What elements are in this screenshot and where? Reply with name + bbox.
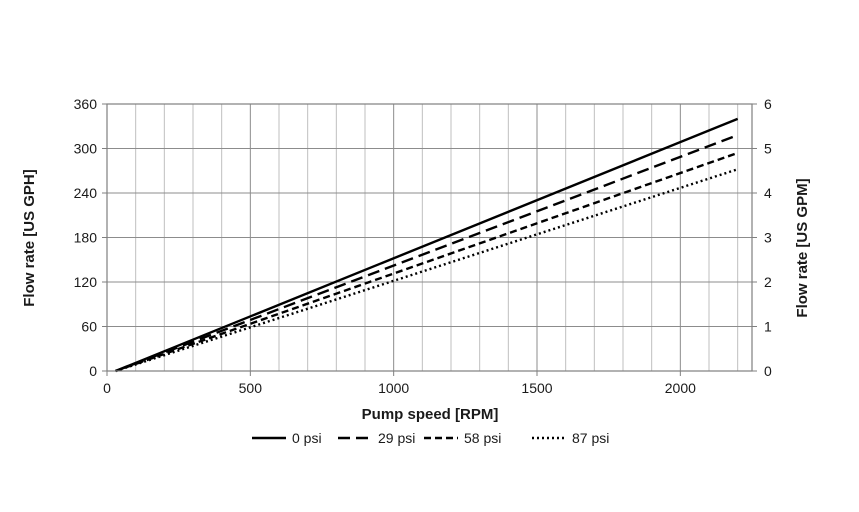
legend-label: 87 psi [572,430,609,446]
series-line-1 [115,117,739,373]
y-tick-label-left: 60 [81,319,97,335]
legend-label: 58 psi [464,430,501,446]
y-tick-label-right: 4 [764,185,772,201]
x-tick-label: 1000 [378,380,409,396]
series-lines [115,117,739,373]
y-tick-label-right: 2 [764,274,772,290]
y-tick-label-left: 120 [74,274,98,290]
tick-labels: 0 500 1000 1500 2000 0 60 120 180 240 300 360 0 1 2 3 4 5… [74,96,772,396]
y-axis-title-right: Flow rate [US GPM] [794,178,811,317]
legend-label: 29 psi [378,430,415,446]
y-tick-label-left: 360 [74,96,98,112]
y-tick-label-left: 180 [74,230,98,246]
y-axis-title-left: Flow rate [US GPH] [21,169,38,307]
y-tick-label-left: 240 [74,185,98,201]
x-tick-label: 500 [239,380,263,396]
legend-label: 0 psi [292,430,322,446]
x-axis-title: Pump speed [RPM] [362,406,499,423]
y-tick-label-right: 0 [764,363,772,379]
x-tick-label: 2000 [665,380,696,396]
y-tick-label-right: 6 [764,96,772,112]
y-tick-label-right: 1 [764,319,772,335]
y-tick-label-left: 0 [89,363,97,379]
series-line-3 [115,151,739,373]
x-tick-label: 0 [103,380,111,396]
series-line-2 [115,134,739,373]
grid [107,104,752,371]
legend: 0 psi 29 psi 58 psi 87 psi [252,430,609,446]
series-line-4 [115,168,739,373]
x-tick-label: 1500 [521,380,552,396]
y-tick-label-left: 300 [74,141,98,157]
y-tick-label-right: 5 [764,141,772,157]
y-tick-label-right: 3 [764,230,772,246]
